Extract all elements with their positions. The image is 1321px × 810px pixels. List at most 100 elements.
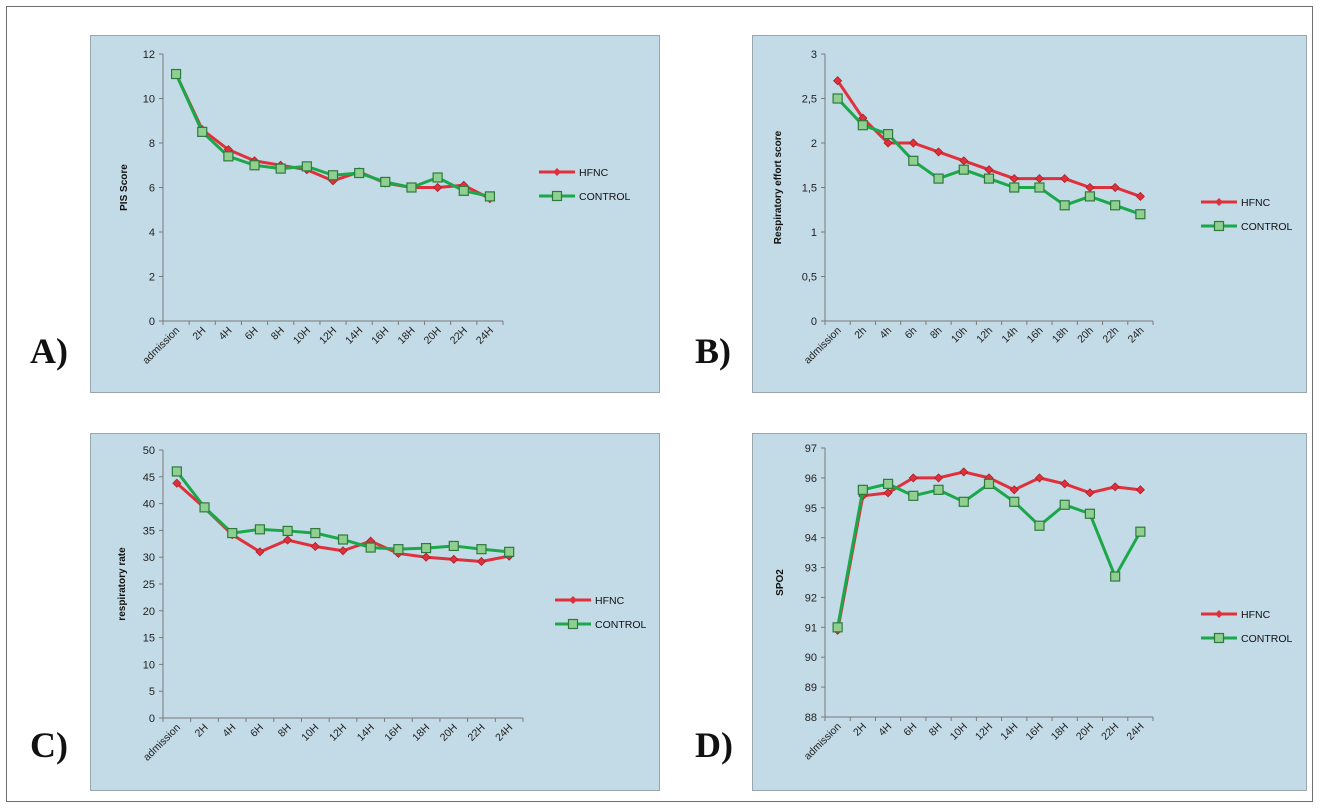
legend-label-hfnc: HFNC: [1241, 609, 1271, 621]
data-point-hfnc: [1034, 174, 1045, 184]
x-tick-label: 12H: [317, 325, 339, 347]
data-point-control: [958, 496, 969, 507]
data-point-control: [882, 128, 894, 140]
y-tick-label: 89: [805, 682, 817, 694]
y-tick-label: 95: [805, 503, 817, 515]
x-tick-label: 16H: [369, 325, 391, 347]
data-point-control: [476, 544, 487, 555]
data-point-hfnc: [908, 473, 918, 483]
y-tick-label: 2: [149, 272, 155, 284]
data-point-control: [171, 466, 182, 477]
data-point-control: [301, 161, 312, 172]
data-point-control: [908, 155, 919, 166]
y-tick-label: 10: [143, 94, 155, 106]
data-point-control: [197, 126, 208, 137]
legend-label-control: CONTROL: [595, 619, 646, 631]
y-tick-label: 1,5: [802, 183, 817, 195]
data-point-control: [983, 478, 995, 489]
legend-label-control: CONTROL: [1241, 221, 1292, 233]
x-tick-label: 10h: [949, 325, 970, 346]
data-point-hfnc: [833, 76, 843, 86]
x-tick-label: 6H: [248, 722, 266, 740]
legend-label-control: CONTROL: [579, 191, 630, 203]
data-point-hfnc: [1034, 473, 1045, 483]
y-tick-label: 45: [143, 472, 155, 484]
y-tick-label: 96: [805, 473, 817, 485]
x-tick-label: 12H: [973, 721, 995, 743]
y-tick-label: 2: [811, 138, 817, 150]
data-point-control: [458, 185, 469, 196]
x-tick-label: 16H: [382, 722, 404, 744]
chart-a-svg: 0 2 4 6 8 10 12 admission 2H 4H 6H 8H 10H 12H 14H 16H 18…: [119, 49, 630, 367]
data-point-control: [406, 182, 417, 193]
data-point-control: [857, 120, 868, 131]
y-tick-label: 35: [143, 525, 155, 537]
data-point-control: [857, 484, 868, 495]
x-tick-label: admission: [140, 325, 182, 367]
data-point-hfnc: [933, 147, 944, 157]
x-tick-label: 6h: [903, 325, 920, 342]
y-tick-label: 30: [143, 552, 155, 564]
data-point-control: [958, 164, 969, 175]
data-point-control: [282, 525, 293, 537]
y-tick-label: 15: [143, 633, 155, 645]
y-axis-label: Respiratory effort score: [773, 130, 784, 244]
chart-d-svg: 88 89 90 91 92 93 94 95 96 97 admission 2H 4H 6H 8H 10H…: [775, 443, 1292, 763]
data-point-control: [1009, 496, 1020, 507]
x-tick-label: 4h: [877, 325, 894, 342]
x-tick-label: 14H: [998, 721, 1020, 743]
data-point-control: [337, 534, 349, 545]
data-point-control: [170, 68, 182, 80]
y-tick-label: 20: [143, 606, 155, 618]
y-tick-label: 92: [805, 592, 817, 604]
y-axis-label: respiratory rate: [117, 547, 128, 621]
x-tick-label: 14H: [355, 722, 377, 744]
data-point-hfnc: [338, 546, 348, 556]
legend-marker-hfnc: [553, 168, 561, 176]
data-point-control: [199, 502, 210, 513]
panel-letter-d: D): [695, 725, 733, 765]
x-tick-label: 14H: [343, 325, 365, 347]
data-point-control: [1009, 182, 1020, 193]
x-tick-label: 18h: [1050, 325, 1071, 346]
y-tick-label: 90: [805, 652, 817, 664]
y-tick-label: 94: [805, 533, 817, 545]
data-point-hfnc: [1085, 182, 1095, 193]
x-tick-label: 22H: [1099, 721, 1121, 743]
x-tick-label: 16H: [1023, 721, 1045, 743]
x-tick-label: 2H: [851, 721, 869, 739]
y-tick-label: 1: [811, 227, 817, 239]
x-tick-label: 16h: [1025, 325, 1046, 346]
chart-c-svg: 0 5 10 15 20 25 30 35 40 45 50 admission 2H 4H 6H 8H 10H…: [117, 445, 646, 764]
data-point-control: [1034, 520, 1045, 531]
x-tick-label: 20H: [422, 325, 444, 347]
y-tick-label: 10: [143, 659, 155, 671]
data-point-control: [933, 173, 944, 184]
x-tick-label: 24H: [474, 325, 496, 347]
legend-label-hfnc: HFNC: [595, 595, 625, 607]
x-tick-label: 4H: [220, 722, 238, 740]
legend-label-hfnc: HFNC: [1241, 197, 1271, 209]
y-tick-label: 93: [805, 563, 817, 575]
data-point-control: [1110, 571, 1121, 582]
data-point-hfnc: [449, 554, 459, 564]
data-point-hfnc: [1135, 485, 1145, 495]
y-tick-label: 97: [805, 443, 817, 455]
data-point-control: [1034, 182, 1045, 193]
data-point-control: [933, 484, 944, 495]
data-point-control: [832, 93, 843, 104]
x-tick-label: 10H: [948, 721, 970, 743]
y-tick-label: 5: [149, 686, 155, 698]
data-point-control: [393, 544, 404, 555]
data-point-control: [310, 527, 321, 539]
data-point-hfnc: [433, 182, 443, 193]
data-point-control: [275, 163, 286, 174]
series-line-hfnc: [836, 470, 1141, 631]
data-point-control: [1135, 526, 1146, 537]
y-tick-label: 50: [143, 445, 155, 457]
x-tick-label: 12h: [974, 325, 995, 346]
data-point-hfnc: [283, 535, 293, 545]
legend-marker-control: [567, 618, 579, 630]
data-point-control: [365, 542, 376, 553]
